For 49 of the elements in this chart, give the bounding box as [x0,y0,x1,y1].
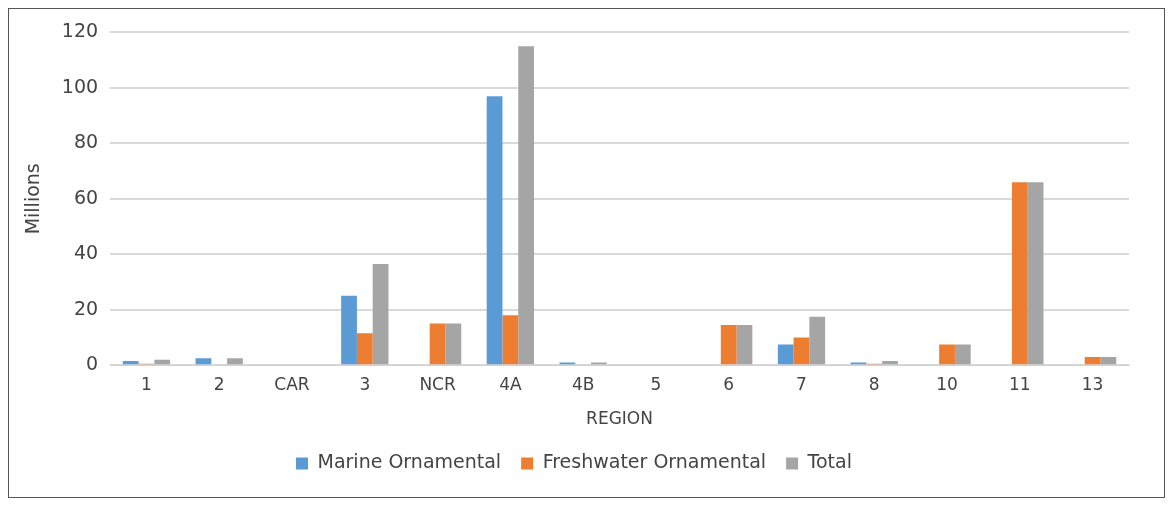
x-tick-label: 8 [868,373,880,394]
bar [1084,356,1101,365]
legend-label: Total [806,450,852,473]
bar [720,324,737,365]
x-tick-label: 11 [1009,373,1031,394]
bar [122,361,139,365]
y-tick-label: 60 [73,185,99,208]
legend-label: Marine Ornamental [317,450,502,473]
x-tick-label: 7 [796,373,807,394]
bar [502,315,519,365]
bar [486,96,503,365]
x-tick-label: 13 [1081,373,1104,394]
y-tick-label: 100 [61,74,99,97]
bar [809,316,826,365]
y-tick-label: 20 [73,296,99,319]
bar [341,295,357,365]
y-tick-label: 40 [73,241,99,264]
bar [445,323,462,365]
y-axis-title: Millions [21,163,44,235]
bar [1100,356,1117,365]
bar [882,361,898,365]
bar [1027,182,1044,365]
bar [793,337,810,365]
bar [372,263,389,365]
y-tick-label: 80 [73,130,99,153]
legend-label: Freshwater Ornamental [542,450,767,473]
bar [777,344,794,365]
x-tick-label: 4B [571,373,595,394]
bar [736,324,753,365]
x-axis-title: REGION [586,408,653,429]
bar [195,358,212,365]
x-tick-label: 4A [499,373,522,394]
x-tick-label: 6 [723,373,735,394]
x-tick-label: 5 [650,373,662,394]
x-tick-label: 3 [359,373,371,394]
y-tick-label: 0 [85,352,99,375]
x-tick-label: 2 [213,373,225,394]
y-tick-label: 120 [61,19,99,42]
bar [429,323,446,365]
bar [1011,182,1028,365]
x-tick-label: 1 [141,373,152,394]
bar [356,333,373,365]
x-tick-label: 10 [936,373,958,394]
x-tick-label: NCR [419,373,456,394]
x-tick-label: CAR [274,373,310,394]
bar [518,46,535,365]
bar [227,358,243,365]
bar [954,344,971,365]
bar [939,344,955,365]
